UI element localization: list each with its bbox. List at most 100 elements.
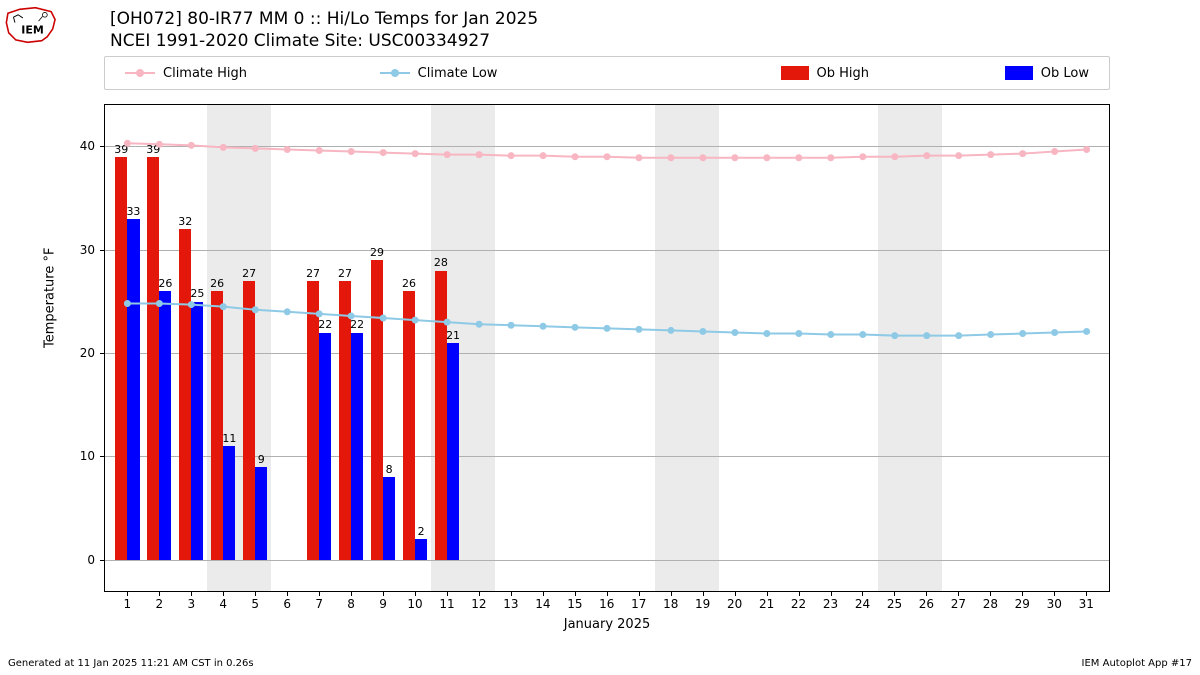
climate-high-marker <box>572 153 579 160</box>
climate-high-marker <box>859 153 866 160</box>
climate-low-marker <box>603 325 610 332</box>
x-tick-mark <box>351 591 352 596</box>
climate-high-marker <box>635 154 642 161</box>
climate-low-marker <box>987 331 994 338</box>
climate-high-marker <box>252 145 259 152</box>
climate-high-marker <box>955 152 962 159</box>
x-tick-mark <box>799 591 800 596</box>
climate-low-marker <box>508 322 515 329</box>
x-tick-mark <box>767 591 768 596</box>
climate-high-marker <box>444 151 451 158</box>
x-tick-mark <box>607 591 608 596</box>
climate-high-marker <box>923 152 930 159</box>
legend-item-ob-low: Ob Low <box>929 66 1109 81</box>
climate-high-marker <box>316 147 323 154</box>
climate-high-marker <box>156 141 163 148</box>
title-line-1: [OH072] 80-IR77 MM 0 :: Hi/Lo Temps for … <box>110 8 538 30</box>
footer-appid: IEM Autoplot App #17 <box>1082 658 1192 669</box>
climate-low-marker <box>1051 329 1058 336</box>
climate-low-marker <box>667 327 674 334</box>
climate-low-marker <box>412 317 419 324</box>
climate-low-marker <box>923 332 930 339</box>
climate-low-marker <box>1019 330 1026 337</box>
climate-low-marker <box>540 323 547 330</box>
climate-high-marker <box>124 140 131 147</box>
climate-high-marker <box>380 149 387 156</box>
legend-item-climate-high: Climate High <box>105 66 360 81</box>
legend-label: Ob High <box>817 66 870 81</box>
x-tick-mark <box>415 591 416 596</box>
x-tick-mark <box>735 591 736 596</box>
title-line-2: NCEI 1991-2020 Climate Site: USC00334927 <box>110 30 538 52</box>
climate-high-marker <box>412 150 419 157</box>
x-tick-mark <box>543 591 544 596</box>
climate-low-marker <box>284 308 291 315</box>
x-tick-mark <box>671 591 672 596</box>
footer-generated: Generated at 11 Jan 2025 11:21 AM CST in… <box>8 658 254 669</box>
climate-high-marker <box>699 154 706 161</box>
x-tick-mark <box>383 591 384 596</box>
legend-label: Ob Low <box>1041 66 1089 81</box>
x-tick-mark <box>287 591 288 596</box>
climate-high-marker <box>731 154 738 161</box>
x-tick-mark <box>575 591 576 596</box>
climate-low-marker <box>635 326 642 333</box>
climate-low-marker <box>859 331 866 338</box>
climate-low-marker <box>1083 328 1090 335</box>
climate-low-marker <box>220 303 227 310</box>
x-tick-mark <box>511 591 512 596</box>
climate-high-marker <box>795 154 802 161</box>
x-tick-mark <box>958 591 959 596</box>
climate-low-marker <box>572 324 579 331</box>
climate-low-marker <box>124 300 131 307</box>
climate-low-marker <box>476 321 483 328</box>
x-tick-mark <box>926 591 927 596</box>
x-tick-mark <box>1022 591 1023 596</box>
climate-low-marker <box>316 310 323 317</box>
x-tick-mark <box>831 591 832 596</box>
climate-low-marker <box>955 332 962 339</box>
climate-high-marker <box>987 151 994 158</box>
x-tick-mark <box>127 591 128 596</box>
climate-high-marker <box>540 152 547 159</box>
climate-high-marker <box>348 148 355 155</box>
climate-low-marker <box>763 330 770 337</box>
x-tick-mark <box>319 591 320 596</box>
climate-low-marker <box>795 330 802 337</box>
line-swatch-icon <box>125 66 155 80</box>
chart-title: [OH072] 80-IR77 MM 0 :: Hi/Lo Temps for … <box>110 8 538 52</box>
legend: Climate High Climate Low Ob High Ob Low <box>104 56 1110 90</box>
x-tick-mark <box>1054 591 1055 596</box>
legend-item-climate-low: Climate Low <box>360 66 615 81</box>
climate-low-marker <box>252 306 259 313</box>
climate-low-marker <box>827 331 834 338</box>
legend-label: Climate High <box>163 66 247 81</box>
climate-high-marker <box>476 151 483 158</box>
line-series-layer <box>105 105 1109 591</box>
x-tick-mark <box>1086 591 1087 596</box>
climate-high-marker <box>1051 148 1058 155</box>
x-tick-mark <box>894 591 895 596</box>
climate-low-marker <box>380 315 387 322</box>
climate-low-marker <box>891 332 898 339</box>
x-tick-mark <box>223 591 224 596</box>
legend-label: Climate Low <box>418 66 498 81</box>
x-tick-mark <box>990 591 991 596</box>
climate-high-marker <box>763 154 770 161</box>
climate-high-marker <box>1083 146 1090 153</box>
climate-high-marker <box>284 146 291 153</box>
climate-high-marker <box>188 142 195 149</box>
climate-low-marker <box>444 319 451 326</box>
climate-low-marker <box>348 312 355 319</box>
climate-high-marker <box>603 153 610 160</box>
rect-swatch-icon <box>1005 66 1033 80</box>
climate-low-marker <box>699 328 706 335</box>
climate-high-marker <box>508 152 515 159</box>
climate-low-marker <box>731 329 738 336</box>
climate-high-marker <box>827 154 834 161</box>
x-tick-mark <box>639 591 640 596</box>
svg-text:IEM: IEM <box>21 24 44 37</box>
climate-high-marker <box>667 154 674 161</box>
x-tick-mark <box>479 591 480 596</box>
climate-high-marker <box>220 144 227 151</box>
